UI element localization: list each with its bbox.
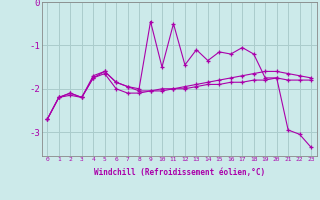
X-axis label: Windchill (Refroidissement éolien,°C): Windchill (Refroidissement éolien,°C) [94,168,265,177]
